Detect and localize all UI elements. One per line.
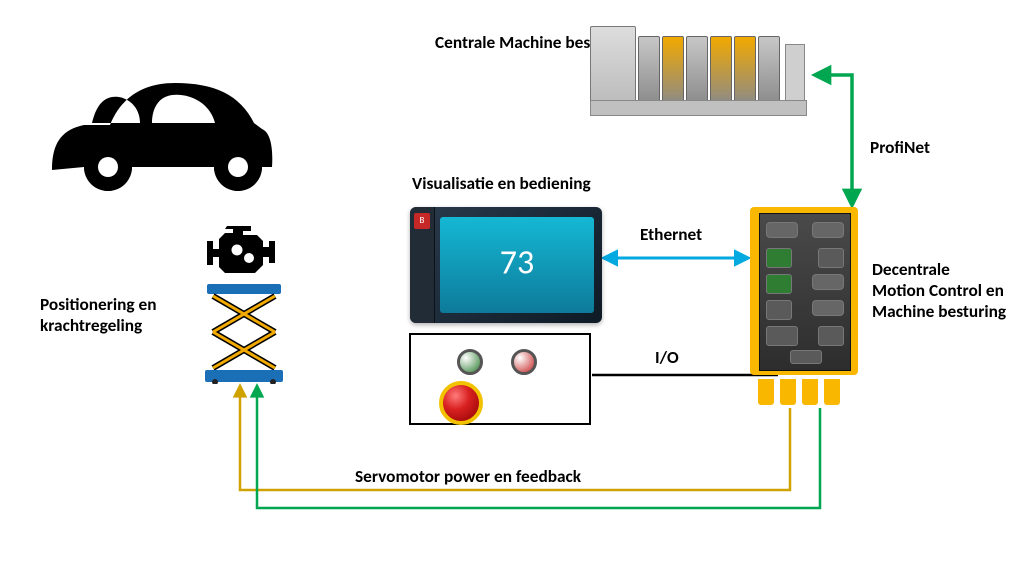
drive-terminals — [750, 375, 858, 405]
plc-rack — [590, 24, 805, 116]
hmi-touch-panel: B 73 — [410, 207, 602, 323]
plc-io-module — [638, 36, 660, 106]
label-ethernet: Ethernet — [640, 225, 702, 246]
label-servo_drive: DecentraleMotion Control enMachine bestu… — [872, 260, 1006, 322]
plc-io-module — [686, 36, 708, 106]
servo-drive — [750, 207, 858, 407]
plc-din-rail — [590, 100, 807, 116]
edge-profinet — [815, 75, 852, 205]
hmi-bezel: B — [410, 207, 435, 323]
plc-io-module — [662, 36, 684, 106]
push-button — [457, 349, 483, 375]
drive-faceplate — [759, 213, 851, 371]
scissor-lift-icon — [205, 284, 283, 384]
push-button — [511, 349, 537, 375]
plc-io-module — [758, 36, 780, 106]
emergency-stop-button — [439, 381, 483, 425]
hmi-logo-badge: B — [414, 213, 430, 229]
plc-io-module — [734, 36, 756, 106]
label-io: I/O — [655, 348, 679, 369]
label-profinet: ProfiNet — [870, 138, 930, 159]
plc-io-module — [710, 36, 732, 106]
hmi-display-value: 73 — [500, 242, 534, 283]
label-hmi: Visualisatie en bediening — [412, 174, 591, 195]
engine-icon — [207, 224, 275, 278]
label-servo_power: Servomotor power en feedback — [355, 467, 581, 488]
car-icon — [40, 75, 275, 205]
io-button-box — [409, 333, 591, 425]
hmi-screen: 73 — [440, 217, 594, 313]
plc-cpu-module — [590, 26, 636, 106]
label-scissor_lift: Positionering enkrachtregeling — [40, 295, 156, 337]
